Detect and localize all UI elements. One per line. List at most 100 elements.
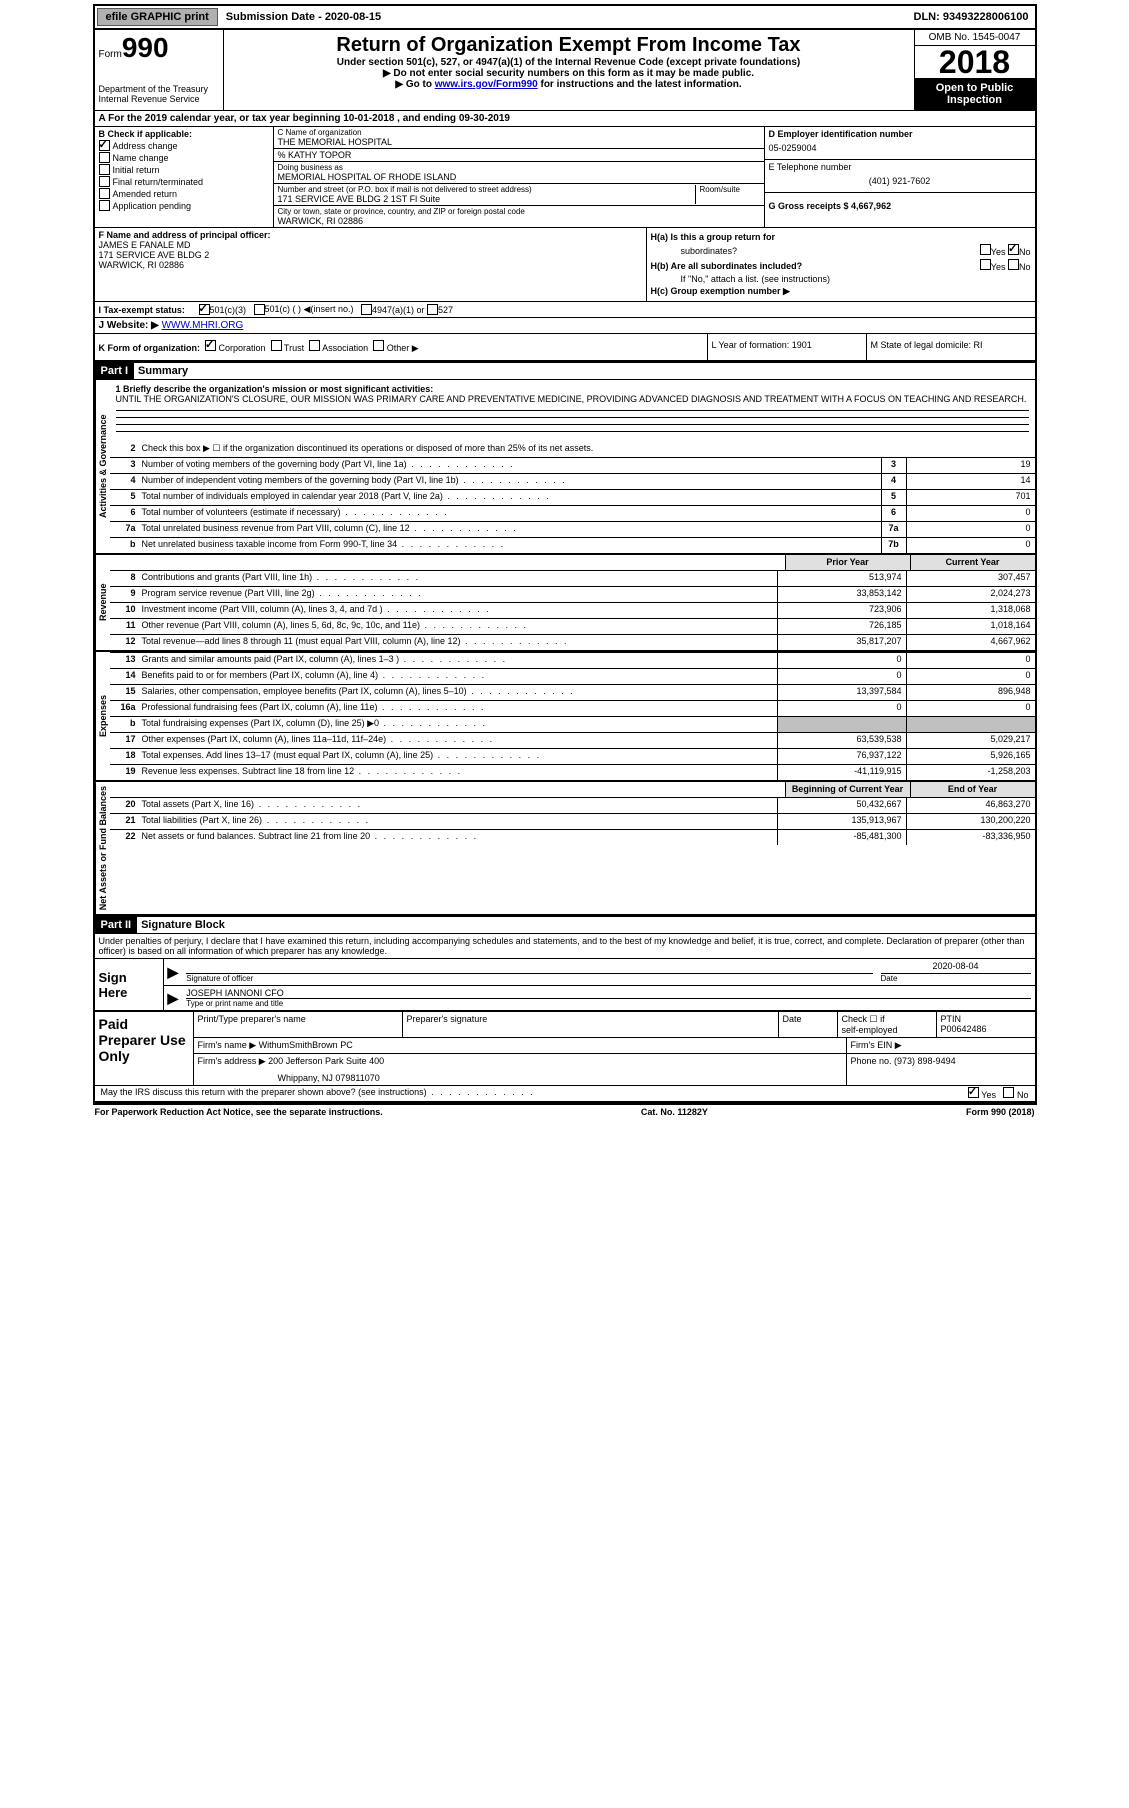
current-year-hdr: Current Year xyxy=(910,555,1035,570)
care-of: % KATHY TOPOR xyxy=(274,149,764,162)
street-addr: 171 SERVICE AVE BLDG 2 1ST Fl Suite xyxy=(278,194,695,204)
cb-4947[interactable] xyxy=(361,304,372,315)
print-name-label: Type or print name and title xyxy=(186,999,1030,1008)
end-year-hdr: End of Year xyxy=(910,782,1035,797)
table-row: 19 Revenue less expenses. Subtract line … xyxy=(110,764,1035,780)
paid-preparer-label: Paid Preparer Use Only xyxy=(95,1012,194,1085)
perjury-declaration: Under penalties of perjury, I declare th… xyxy=(95,934,1035,959)
page-footer: For Paperwork Reduction Act Notice, see … xyxy=(91,1105,1039,1119)
form-subtitle-2: ▶ Do not enter social security numbers o… xyxy=(228,68,910,79)
addr-label: Number and street (or P.O. box if mail i… xyxy=(278,185,695,194)
dba-label: Doing business as xyxy=(278,163,760,172)
prep-name-hdr: Print/Type preparer's name xyxy=(194,1012,403,1037)
box-l: L Year of formation: 1901 xyxy=(708,334,867,360)
table-row: 16a Professional fundraising fees (Part … xyxy=(110,700,1035,716)
table-row: 8 Contributions and grants (Part VIII, l… xyxy=(110,570,1035,586)
table-row: 7a Total unrelated business revenue from… xyxy=(110,521,1035,537)
cb-name-change[interactable] xyxy=(99,152,110,163)
section-expenses: Expenses 13 Grants and similar amounts p… xyxy=(95,652,1035,782)
cb-discuss-no[interactable] xyxy=(1003,1087,1014,1098)
ein: 05-0259004 xyxy=(769,139,1031,157)
firm-phone: Phone no. (973) 898-9494 xyxy=(847,1054,1035,1085)
cb-address-change[interactable] xyxy=(99,140,110,151)
part1-title: Summary xyxy=(134,365,188,377)
top-bar: efile GRAPHIC print Submission Date - 20… xyxy=(95,6,1035,30)
box-m: M State of legal domicile: RI xyxy=(867,334,1035,360)
section-revenue: Revenue Prior Year Current Year 8 Contri… xyxy=(95,555,1035,652)
table-row: 5 Total number of individuals employed i… xyxy=(110,489,1035,505)
box-b-label: B Check if applicable: xyxy=(99,129,269,139)
box-h: H(a) Is this a group return for subordin… xyxy=(647,228,1035,301)
cb-ha-yes[interactable] xyxy=(980,244,991,255)
tax-year: 2018 xyxy=(915,46,1035,78)
officer-print-name: JOSEPH IANNONI CFO xyxy=(186,988,1030,999)
paperwork-notice: For Paperwork Reduction Act Notice, see … xyxy=(95,1107,383,1117)
firm-ein: Firm's EIN ▶ xyxy=(847,1038,1035,1053)
part1-header: Part I Summary xyxy=(95,363,1035,380)
cb-assoc[interactable] xyxy=(309,340,320,351)
sign-arrow-icon: ▶ xyxy=(168,964,179,981)
city-state-zip: WARWICK, RI 02886 xyxy=(278,216,760,226)
cb-pending[interactable] xyxy=(99,200,110,211)
table-row: b Net unrelated business taxable income … xyxy=(110,537,1035,553)
gross-receipts: G Gross receipts $ 4,667,962 xyxy=(769,195,1031,217)
table-row: 13 Grants and similar amounts paid (Part… xyxy=(110,652,1035,668)
officer-name: JAMES E FANALE MD xyxy=(99,240,642,250)
website-row: J Website: ▶ WWW.MHRI.ORG xyxy=(95,318,1035,334)
vlabel-governance: Activities & Governance xyxy=(95,380,110,553)
section-net-assets: Net Assets or Fund Balances Beginning of… xyxy=(95,782,1035,917)
cb-other[interactable] xyxy=(373,340,384,351)
form-title-block: Return of Organization Exempt From Incom… xyxy=(224,30,914,110)
cb-initial-return[interactable] xyxy=(99,164,110,175)
submission-date: Submission Date - 2020-08-15 xyxy=(220,9,387,25)
room-label: Room/suite xyxy=(700,185,760,194)
form-number-block: Form 990 Department of the Treasury Inte… xyxy=(95,30,224,110)
section-a-calendar: A For the 2019 calendar year, or tax yea… xyxy=(95,111,1035,127)
table-row: 22 Net assets or fund balances. Subtract… xyxy=(110,829,1035,845)
dept-treasury: Department of the Treasury Internal Reve… xyxy=(99,84,219,104)
website-link[interactable]: WWW.MHRI.ORG xyxy=(162,320,244,331)
sig-officer-label: Signature of officer xyxy=(186,974,872,983)
form-subtitle-3: ▶ Go to www.irs.gov/Form990 for instruct… xyxy=(228,79,910,90)
cb-corp[interactable] xyxy=(205,340,216,351)
officer-city: WARWICK, RI 02886 xyxy=(99,260,642,270)
box-c: C Name of organization THE MEMORIAL HOSP… xyxy=(274,127,764,227)
discuss-preparer: May the IRS discuss this return with the… xyxy=(95,1086,903,1101)
prep-self-emp: Check ☐ ifself-employed xyxy=(838,1012,937,1037)
ptin-cell: PTINP00642486 xyxy=(937,1012,1035,1037)
signature-section: Under penalties of perjury, I declare th… xyxy=(95,934,1035,1103)
cb-final-return[interactable] xyxy=(99,176,110,187)
efile-print-button[interactable]: efile GRAPHIC print xyxy=(97,8,218,26)
irs-link[interactable]: www.irs.gov/Form990 xyxy=(435,79,538,90)
cb-527[interactable] xyxy=(427,304,438,315)
box-k: K Form of organization: Corporation Trus… xyxy=(95,334,708,360)
table-row: 9 Program service revenue (Part VIII, li… xyxy=(110,586,1035,602)
line-2: Check this box ▶ ☐ if the organization d… xyxy=(138,442,1035,457)
cb-501c[interactable] xyxy=(254,304,265,315)
mission-text: UNTIL THE ORGANIZATION'S CLOSURE, OUR MI… xyxy=(116,394,1029,404)
officer-label: F Name and address of principal officer: xyxy=(99,230,642,240)
vlabel-expenses: Expenses xyxy=(95,652,110,780)
part2-title: Signature Block xyxy=(137,919,225,931)
ein-label: D Employer identification number xyxy=(769,129,1031,139)
cb-hb-no[interactable] xyxy=(1008,259,1019,270)
cb-ha-no[interactable] xyxy=(1008,244,1019,255)
table-row: 14 Benefits paid to or for members (Part… xyxy=(110,668,1035,684)
cb-amended[interactable] xyxy=(99,188,110,199)
sign-arrow-icon-2: ▶ xyxy=(168,990,179,1007)
cb-501c3[interactable] xyxy=(199,304,210,315)
part2-header: Part II Signature Block xyxy=(95,917,1035,934)
table-row: 10 Investment income (Part VIII, column … xyxy=(110,602,1035,618)
info-right: D Employer identification number 05-0259… xyxy=(764,127,1035,227)
cb-discuss-yes[interactable] xyxy=(968,1087,979,1098)
table-row: 18 Total expenses. Add lines 13–17 (must… xyxy=(110,748,1035,764)
cb-hb-yes[interactable] xyxy=(980,259,991,270)
sign-here-label: Sign Here xyxy=(95,959,164,1010)
principal-row: F Name and address of principal officer:… xyxy=(95,228,1035,302)
form-ref: Form 990 (2018) xyxy=(966,1107,1035,1117)
begin-year-hdr: Beginning of Current Year xyxy=(785,782,910,797)
cb-trust[interactable] xyxy=(271,340,282,351)
table-row: b Total fundraising expenses (Part IX, c… xyxy=(110,716,1035,732)
dba: MEMORIAL HOSPITAL OF RHODE ISLAND xyxy=(278,172,760,182)
vlabel-net: Net Assets or Fund Balances xyxy=(95,782,110,914)
